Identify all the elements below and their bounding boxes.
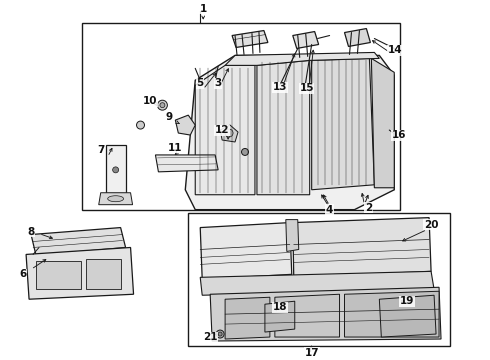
Polygon shape xyxy=(232,31,268,48)
Text: 6: 6 xyxy=(20,269,27,279)
Polygon shape xyxy=(220,125,238,142)
Polygon shape xyxy=(293,218,431,277)
Polygon shape xyxy=(175,115,195,135)
Text: 4: 4 xyxy=(326,205,333,215)
Text: 21: 21 xyxy=(203,332,218,342)
Polygon shape xyxy=(210,287,441,341)
Bar xyxy=(36,261,81,289)
Ellipse shape xyxy=(157,100,168,110)
Text: 17: 17 xyxy=(304,348,319,358)
Polygon shape xyxy=(344,291,439,337)
Text: 1: 1 xyxy=(199,4,207,14)
Polygon shape xyxy=(31,228,125,256)
Text: 13: 13 xyxy=(272,82,287,92)
Text: 8: 8 xyxy=(27,226,35,237)
Text: 11: 11 xyxy=(168,143,183,153)
Polygon shape xyxy=(26,247,134,299)
Text: 3: 3 xyxy=(215,78,222,88)
Polygon shape xyxy=(155,155,218,172)
Text: 16: 16 xyxy=(392,130,407,140)
Text: 5: 5 xyxy=(196,78,204,88)
Text: 12: 12 xyxy=(215,125,229,135)
Ellipse shape xyxy=(242,148,248,156)
Ellipse shape xyxy=(113,167,119,173)
Polygon shape xyxy=(195,66,255,195)
Polygon shape xyxy=(371,58,394,188)
Text: 20: 20 xyxy=(424,220,439,230)
Polygon shape xyxy=(312,58,374,190)
Ellipse shape xyxy=(137,121,145,129)
Polygon shape xyxy=(265,301,295,332)
Polygon shape xyxy=(225,297,270,339)
Polygon shape xyxy=(344,28,370,46)
Text: 7: 7 xyxy=(97,145,104,155)
Polygon shape xyxy=(200,222,292,279)
Ellipse shape xyxy=(160,103,165,108)
Bar xyxy=(86,260,121,289)
Bar xyxy=(82,23,400,210)
Polygon shape xyxy=(257,60,310,195)
Polygon shape xyxy=(275,294,340,337)
Text: 15: 15 xyxy=(299,83,314,93)
Polygon shape xyxy=(98,193,133,205)
Bar xyxy=(188,213,450,346)
Polygon shape xyxy=(200,271,434,295)
Text: 18: 18 xyxy=(272,302,287,312)
Polygon shape xyxy=(185,55,394,210)
Text: 19: 19 xyxy=(400,296,415,306)
Ellipse shape xyxy=(108,196,123,202)
Ellipse shape xyxy=(216,330,224,338)
Polygon shape xyxy=(225,53,379,66)
Text: 10: 10 xyxy=(143,96,158,106)
Polygon shape xyxy=(286,220,299,251)
Text: 14: 14 xyxy=(388,45,403,55)
Ellipse shape xyxy=(218,332,222,336)
Polygon shape xyxy=(379,295,436,337)
Polygon shape xyxy=(293,32,318,49)
Bar xyxy=(106,145,125,193)
Text: 2: 2 xyxy=(365,203,372,213)
Text: 9: 9 xyxy=(166,112,173,122)
Ellipse shape xyxy=(225,129,233,137)
